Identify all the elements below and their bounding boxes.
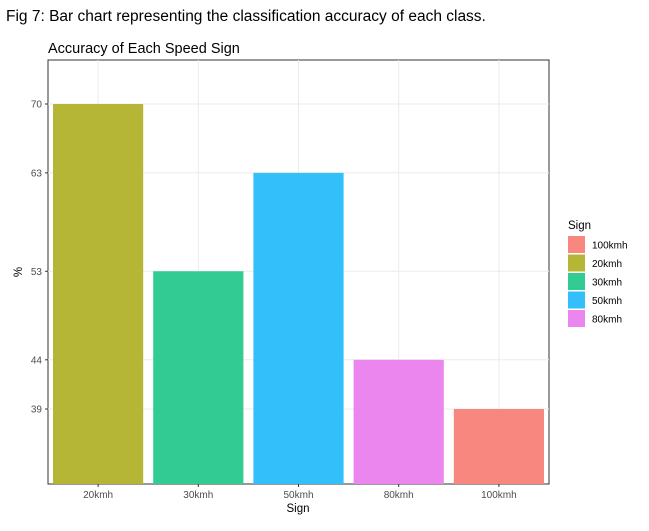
y-tick-label: 63 (31, 168, 43, 179)
y-axis-label: % (13, 267, 25, 277)
x-axis-label: Sign (286, 503, 309, 515)
legend-swatch-20kmh (568, 254, 585, 272)
legend-label: 80kmh (592, 315, 622, 326)
bar-100kmh (453, 409, 544, 484)
y-axis-ticks: 39 44 53 63 70 (31, 100, 48, 416)
legend-label: 30kmh (592, 278, 622, 289)
x-axis-ticks: 20kmh 30kmh 50kmh 80kmh 100kmh (83, 484, 517, 501)
bar-50kmh (253, 172, 344, 484)
legend-swatch-30kmh (568, 273, 585, 290)
x-tick-label: 50kmh (283, 490, 313, 501)
x-tick-label: 30kmh (183, 490, 213, 501)
y-tick-label: 44 (31, 355, 43, 366)
legend: Sign 100kmh 20kmh 30kmh 50kmh 80kmh (568, 220, 628, 327)
figure-caption: Fig 7: Bar chart representing the classi… (6, 8, 486, 25)
chart-title: Accuracy of Each Speed Sign (48, 41, 240, 57)
bar-80kmh (353, 359, 444, 484)
x-tick-label: 80kmh (384, 490, 414, 501)
y-tick-label: 39 (31, 405, 43, 416)
bar-20kmh (53, 104, 144, 484)
legend-swatch-50kmh (568, 291, 585, 309)
legend-label: 50kmh (592, 296, 622, 307)
y-tick-label: 70 (31, 100, 43, 111)
legend-swatch-80kmh (568, 310, 585, 327)
bar-30kmh (153, 271, 244, 484)
y-tick-label: 53 (31, 267, 43, 278)
legend-title: Sign (568, 220, 591, 232)
x-tick-label: 20kmh (83, 490, 113, 501)
legend-swatch-100kmh (568, 236, 585, 253)
bars (53, 104, 544, 484)
legend-label: 100kmh (592, 241, 628, 252)
legend-label: 20kmh (592, 259, 622, 270)
x-tick-label: 100kmh (481, 490, 517, 501)
